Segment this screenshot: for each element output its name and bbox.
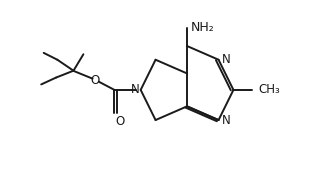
Text: N: N: [222, 53, 230, 66]
Text: O: O: [116, 115, 125, 128]
Text: CH₃: CH₃: [258, 83, 280, 96]
Text: NH₂: NH₂: [191, 21, 214, 34]
Text: O: O: [91, 74, 100, 87]
Text: N: N: [131, 83, 140, 96]
Text: N: N: [222, 114, 230, 127]
